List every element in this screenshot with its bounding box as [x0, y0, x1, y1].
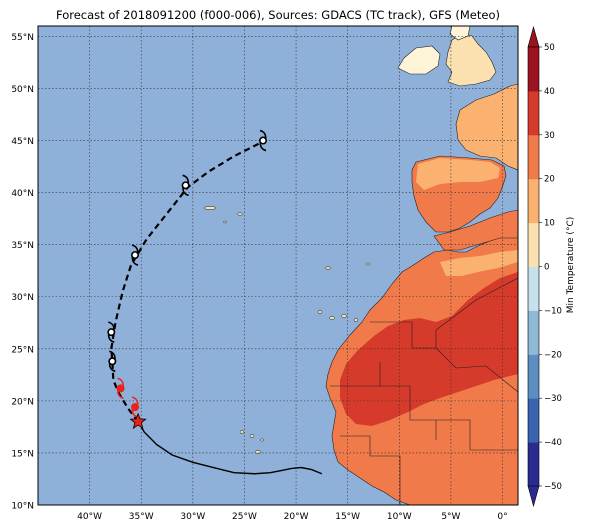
cyclone-symbol-icon: [131, 244, 140, 266]
cyclone-symbol-icon: [116, 377, 125, 400]
lat-tick-label: 20°N: [11, 397, 34, 407]
lon-tick-label: 5°W: [441, 512, 460, 522]
land-africa-cooler: [440, 250, 518, 276]
map-frame: [37, 25, 519, 506]
colorbar-tick-label: −20: [544, 350, 562, 360]
colorbar-segment: [528, 178, 539, 224]
colorbar-segment: [528, 134, 539, 180]
colorbar: −50 −40 −30 −20 −10 0 10 20 30 40 50: [527, 25, 562, 508]
lon-tick-label: 30°W: [180, 512, 205, 522]
colorbar-segment: [528, 442, 539, 487]
land-iberia-mild: [416, 158, 500, 190]
colorbar-tick-label: 10: [544, 219, 555, 229]
land-great-britain: [445, 33, 497, 87]
lat-tick-label: 10°N: [11, 502, 34, 512]
lon-tick-label: 35°W: [129, 512, 154, 522]
cyclone-symbol-icon: [259, 129, 268, 152]
observed-track-line: [137, 421, 323, 475]
colorbar-extend-max: [527, 25, 540, 48]
colorbar-tick-label: 50: [544, 43, 555, 53]
colorbar-segment: [528, 90, 539, 136]
lon-tick-label: 0°: [497, 512, 507, 522]
lat-tick-label: 45°N: [11, 137, 34, 147]
colorbar-tick-label: 0: [544, 263, 549, 273]
cyclone-symbol-icon: [181, 174, 190, 197]
lat-tick-label: 15°N: [11, 449, 34, 459]
colorbar-tick-label: −50: [544, 482, 562, 492]
lon-tick-label: 10°W: [387, 512, 412, 522]
current-position-star-icon: [129, 412, 147, 430]
map-area: [38, 26, 518, 505]
colorbar-extend-min: [527, 485, 540, 508]
colorbar-segment: [528, 47, 539, 92]
storm-track: [107, 129, 323, 475]
land-north-africa-coast: [433, 209, 518, 251]
colorbar-segment: [528, 310, 539, 355]
lat-tick-label: 50°N: [11, 85, 34, 95]
lon-tick-label: 25°W: [232, 512, 257, 522]
lon-tick-label: 20°W: [284, 512, 309, 522]
lat-tick-label: 40°N: [11, 189, 34, 199]
lat-tick-label: 25°N: [11, 345, 34, 355]
country-borders: [330, 277, 518, 505]
colorbar-tick-label: −10: [544, 306, 562, 316]
lat-tick-label: 30°N: [11, 293, 34, 303]
lat-tick-label: 55°N: [11, 33, 34, 43]
colorbar-segment: [528, 398, 539, 443]
lat-tick-label: 35°N: [11, 241, 34, 251]
colorbar-segment: [528, 354, 539, 399]
colorbar-tick-label: −30: [544, 394, 562, 404]
lon-tick-label: 40°W: [77, 512, 102, 522]
figure-title: Forecast of 2018091200 (f000-006), Sourc…: [56, 8, 500, 22]
islands: [203, 206, 371, 454]
colorbar-label: Min Temperature (°C): [566, 217, 576, 314]
latitude-axis: 10°N 15°N 20°N 25°N 30°N 35°N 40°N 45°N 50°N 55°N: [11, 33, 34, 512]
cyclone-symbol-icon: [108, 350, 117, 373]
colorbar-tick-label: −40: [544, 438, 562, 448]
lon-tick-label: 15°W: [335, 512, 360, 522]
cyclone-symbol-icon: [107, 321, 116, 343]
graticule: [38, 26, 518, 505]
land-ireland: [397, 45, 441, 75]
land-sahara-hot: [340, 272, 518, 426]
colorbar-tick-label: 30: [544, 131, 555, 141]
longitude-axis: 40°W 35°W 30°W 25°W 20°W 15°W 10°W 5°W 0°: [77, 512, 507, 522]
colorbar-tick-label: 40: [544, 87, 555, 97]
colorbar-segment: [528, 266, 539, 311]
colorbar-segment: [528, 222, 539, 267]
colorbar-tick-label: 20: [544, 175, 555, 185]
